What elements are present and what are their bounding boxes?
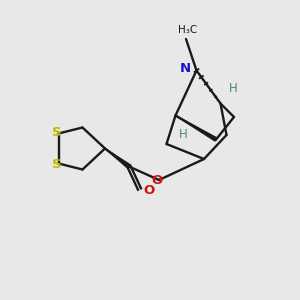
Text: O: O: [143, 184, 154, 197]
Text: H: H: [179, 128, 188, 141]
Text: S: S: [52, 158, 62, 171]
Text: S: S: [52, 126, 62, 140]
Polygon shape: [176, 116, 217, 141]
Text: N: N: [180, 61, 191, 75]
Text: H₃C: H₃C: [178, 26, 197, 35]
Text: O: O: [152, 174, 163, 187]
Text: H: H: [229, 82, 238, 95]
Polygon shape: [105, 148, 130, 168]
